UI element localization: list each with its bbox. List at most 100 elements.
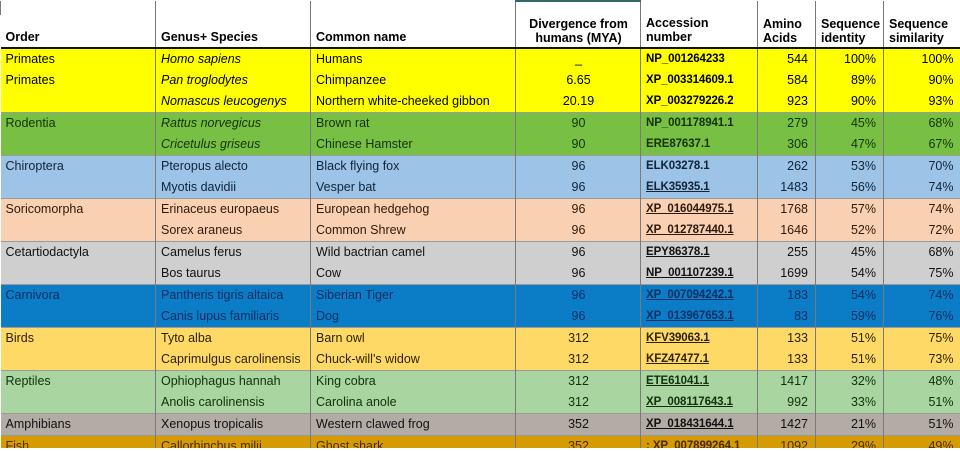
cell-order[interactable] <box>0 349 156 371</box>
cell-order[interactable]: Reptiles <box>0 370 156 392</box>
table-row[interactable]: Reptiles Ophiophagus hannah King cobra 312 E… <box>0 370 960 392</box>
cell-sequence-identity[interactable]: 59% <box>815 306 884 328</box>
cell-order[interactable]: Primates <box>0 70 156 91</box>
cell-amino-acids[interactable]: 262 <box>757 155 816 177</box>
cell-accession-number[interactable]: NP_001107239.1 <box>640 263 758 285</box>
cell-divergence[interactable]: 90 <box>515 112 641 134</box>
column-header-accession-number[interactable]: Accession number <box>640 15 758 49</box>
cell-common-name[interactable]: Dog <box>310 306 516 328</box>
cell-amino-acids[interactable]: 1699 <box>757 263 816 285</box>
cell-sequence-similarity[interactable]: 67% <box>883 134 960 156</box>
cell-sequence-similarity[interactable]: 51% <box>883 392 960 414</box>
cell-sequence-identity[interactable]: 21% <box>815 413 884 436</box>
cell-order[interactable] <box>0 392 156 414</box>
cell-order[interactable] <box>0 177 156 199</box>
cell-accession-number[interactable]: KFV39063.1 <box>640 327 758 349</box>
column-header-amino-acids[interactable]: Amino Acids <box>757 15 816 49</box>
cell-sequence-similarity[interactable]: 68% <box>883 112 960 134</box>
cell-genus-species[interactable]: Myotis davidii <box>155 177 311 199</box>
cell-divergence[interactable]: 20.19 <box>515 91 641 113</box>
cell-sequence-identity[interactable]: 56% <box>815 177 884 199</box>
cell-sequence-identity[interactable]: 33% <box>815 392 884 414</box>
cell-sequence-similarity[interactable]: 93% <box>883 91 960 113</box>
cell-amino-acids[interactable]: 1427 <box>757 413 816 436</box>
cell-common-name[interactable]: Chinese Hamster <box>310 134 516 156</box>
table-row[interactable]: Carnivora Pantheris tigris altaica Siberia… <box>0 284 960 306</box>
column-header-genus-species[interactable]: Genus+ Species <box>155 15 311 49</box>
cell-genus-species[interactable]: Canis lupus familiaris <box>155 306 311 328</box>
cell-genus-species[interactable]: Pantheris tigris altaica <box>155 284 311 306</box>
cell-amino-acids[interactable]: 83 <box>757 306 816 328</box>
cell-divergence[interactable]: 96 <box>515 263 641 285</box>
cell-accession-number[interactable]: XP_008117643.1 <box>640 392 758 414</box>
cell-genus-species[interactable]: Sorex araneus <box>155 220 311 242</box>
cell-amino-acids[interactable]: 133 <box>757 327 816 349</box>
cell-amino-acids[interactable]: 1417 <box>757 370 816 392</box>
cell-amino-acids[interactable]: 1646 <box>757 220 816 242</box>
cell-amino-acids[interactable]: 1768 <box>757 198 816 220</box>
cell-common-name[interactable]: Carolina anole <box>310 392 516 414</box>
accession-link[interactable]: ELK35935.1 <box>646 181 710 193</box>
cell-genus-species[interactable]: Xenopus tropicalis <box>155 413 311 436</box>
table-row[interactable]: Chiroptera Pteropus alecto Black flying fo… <box>0 155 960 177</box>
cell-genus-species[interactable]: Ophiophagus hannah <box>155 370 311 392</box>
cell-accession-number[interactable]: XP_012787440.1 <box>640 220 758 242</box>
cell-accession-number[interactable]: ELK03278.1 <box>640 155 758 177</box>
cell-genus-species[interactable]: Rattus norvegicus <box>155 112 311 134</box>
cell-common-name[interactable]: Barn owl <box>310 327 516 349</box>
cell-sequence-identity[interactable]: 57% <box>815 198 884 220</box>
cell-sequence-similarity[interactable]: 51% <box>883 413 960 436</box>
cell-order[interactable] <box>0 263 156 285</box>
column-header-sequence-similarity[interactable]: Sequence similarity <box>883 15 960 49</box>
cell-accession-number[interactable]: EPY86378.1 <box>640 241 758 263</box>
cell-genus-species[interactable]: Bos taurus <box>155 263 311 285</box>
cell-sequence-identity[interactable]: 32% <box>815 370 884 392</box>
cell-amino-acids[interactable]: 306 <box>757 134 816 156</box>
cell-order[interactable]: Soricomorpha <box>0 198 156 220</box>
cell-divergence[interactable]: 96 <box>515 177 641 199</box>
cell-accession-number[interactable]: ELK35935.1 <box>640 177 758 199</box>
cell-amino-acids[interactable]: 544 <box>757 47 816 70</box>
table-row[interactable]: Rodentia Rattus norvegicus Brown rat 90 NP_0… <box>0 112 960 134</box>
cell-amino-acids[interactable]: 255 <box>757 241 816 263</box>
cell-accession-number[interactable]: NP_001264233 <box>640 47 758 70</box>
accession-link[interactable]: XP_013967653.1 <box>646 310 734 322</box>
cell-divergence[interactable]: 96 <box>515 306 641 328</box>
table-row[interactable]: Anolis carolinensis Carolina anole 312 XP_0… <box>0 392 960 414</box>
cell-sequence-similarity[interactable]: 75% <box>883 327 960 349</box>
table-row[interactable]: Myotis davidii Vesper bat 96 ELK35935.1 148… <box>0 177 960 199</box>
cell-sequence-similarity[interactable]: 74% <box>883 284 960 306</box>
cell-accession-number[interactable]: XP_016044975.1 <box>640 198 758 220</box>
cell-common-name[interactable]: Brown rat <box>310 112 516 134</box>
cell-common-name[interactable]: Chuck-will's widow <box>310 349 516 371</box>
accession-link[interactable]: XP_018431644.1 <box>646 418 734 430</box>
accession-link[interactable]: EPY86378.1 <box>646 246 710 258</box>
cell-amino-acids[interactable]: 992 <box>757 392 816 414</box>
cell-genus-species[interactable]: Homo sapiens <box>155 47 311 70</box>
cell-order[interactable]: Primates <box>0 47 156 70</box>
cell-order[interactable] <box>0 306 156 328</box>
cell-sequence-similarity[interactable]: 100% <box>883 47 960 70</box>
cell-genus-species[interactable]: Erinaceus europaeus <box>155 198 311 220</box>
cell-accession-number[interactable]: XP_013967653.1 <box>640 306 758 328</box>
cell-divergence[interactable]: 312 <box>515 370 641 392</box>
cell-sequence-identity[interactable]: 90% <box>815 91 884 113</box>
cell-sequence-similarity[interactable]: 74% <box>883 198 960 220</box>
cell-sequence-similarity[interactable]: 70% <box>883 155 960 177</box>
column-header-divergence[interactable]: Divergence from humans (MYA) <box>515 15 641 49</box>
cell-sequence-similarity[interactable]: 74% <box>883 177 960 199</box>
cell-amino-acids[interactable]: 183 <box>757 284 816 306</box>
cell-accession-number[interactable]: XP_003314609.1 <box>640 70 758 91</box>
cell-divergence[interactable]: 96 <box>515 284 641 306</box>
cell-sequence-identity[interactable]: 51% <box>815 327 884 349</box>
cell-genus-species[interactable]: Pteropus alecto <box>155 155 311 177</box>
cell-genus-species[interactable]: Cricetulus griseus <box>155 134 311 156</box>
cell-sequence-identity[interactable]: 45% <box>815 241 884 263</box>
cell-common-name[interactable]: Common Shrew <box>310 220 516 242</box>
table-row[interactable]: Primates Pan troglodytes Chimpanzee 6.65 XP_… <box>0 70 960 91</box>
cell-genus-species[interactable]: Caprimulgus carolinensis <box>155 349 311 371</box>
table-row[interactable]: Caprimulgus carolinensis Chuck-will's wid… <box>0 349 960 371</box>
table-row[interactable]: Cetartiodactyla Camelus ferus Wild bactria… <box>0 241 960 263</box>
cell-sequence-similarity[interactable]: 48% <box>883 370 960 392</box>
cell-order[interactable]: Rodentia <box>0 112 156 134</box>
